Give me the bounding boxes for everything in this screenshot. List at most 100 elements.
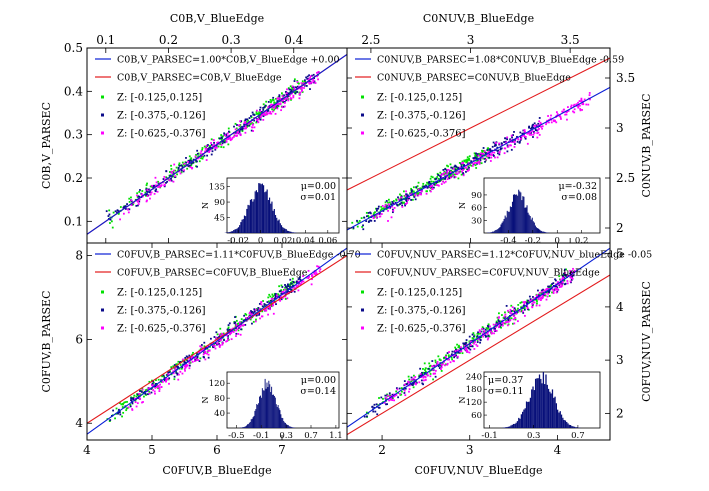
data-point — [539, 121, 542, 124]
data-point — [253, 308, 256, 311]
histogram-bar — [283, 227, 285, 233]
data-point — [434, 372, 437, 375]
data-point — [448, 176, 450, 179]
data-point — [523, 132, 526, 134]
data-point — [483, 149, 486, 152]
data-point — [358, 220, 361, 222]
data-point — [258, 302, 261, 305]
data-point — [488, 330, 491, 332]
data-point — [538, 304, 541, 307]
data-point — [404, 194, 407, 197]
data-point — [546, 295, 549, 298]
data-point — [176, 372, 179, 375]
data-point — [108, 213, 111, 216]
data-point — [117, 212, 120, 215]
data-point — [425, 370, 427, 373]
data-point — [554, 288, 557, 291]
histogram-bar — [292, 232, 295, 233]
data-point — [561, 110, 564, 113]
data-point — [145, 393, 147, 396]
data-point — [462, 167, 465, 170]
histogram-bar — [540, 378, 542, 428]
data-point — [137, 397, 140, 400]
data-point — [485, 331, 488, 334]
data-point — [472, 157, 475, 159]
data-point — [430, 175, 433, 178]
data-point — [434, 364, 437, 367]
data-point — [403, 190, 405, 193]
data-point — [412, 190, 415, 193]
data-point — [454, 168, 457, 171]
histogram-bar — [233, 230, 235, 233]
histogram-bar — [229, 231, 231, 233]
data-point — [252, 312, 255, 314]
data-point — [428, 362, 431, 365]
data-point — [423, 362, 426, 365]
data-point — [128, 208, 131, 211]
data-point — [426, 186, 429, 189]
x-tick-label: 0.1 — [96, 33, 115, 47]
data-point — [263, 106, 266, 109]
data-point — [403, 389, 406, 392]
data-point — [513, 145, 516, 148]
data-point — [165, 377, 167, 380]
data-point — [384, 201, 387, 204]
data-point — [136, 204, 139, 207]
data-point — [199, 156, 201, 158]
histogram-bar — [258, 403, 260, 428]
data-point — [199, 345, 202, 348]
data-point — [188, 364, 191, 367]
data-point — [287, 98, 290, 101]
data-point — [535, 125, 538, 128]
data-point — [410, 383, 413, 386]
data-point — [407, 194, 409, 197]
data-point — [271, 299, 273, 302]
data-point — [222, 342, 224, 344]
data-point — [510, 317, 513, 320]
data-point — [126, 400, 128, 403]
data-point — [195, 153, 197, 156]
data-point — [216, 141, 218, 144]
data-point — [451, 358, 454, 361]
inset-mu-label: μ=0.00 — [301, 181, 336, 192]
data-point — [432, 378, 434, 381]
data-point — [200, 346, 203, 349]
data-point — [464, 348, 467, 351]
histogram-bar — [264, 378, 266, 428]
data-point — [275, 303, 277, 306]
histogram-bar — [555, 403, 558, 428]
histogram-bar — [249, 421, 251, 428]
data-point — [414, 198, 417, 201]
legend-series-label: Z: [-0.375,-0.126] — [377, 111, 466, 122]
data-point — [221, 332, 223, 335]
data-point — [135, 395, 138, 398]
histogram-bar — [286, 424, 288, 428]
data-point — [378, 406, 381, 409]
axes-frame — [346, 242, 611, 441]
data-point — [271, 297, 274, 300]
inset-x-tick-label: 0.3 — [279, 431, 293, 441]
data-point — [177, 166, 180, 169]
histogram-bar — [278, 219, 280, 233]
data-point — [580, 98, 583, 101]
data-point — [423, 372, 426, 374]
data-point — [468, 155, 471, 158]
data-point — [318, 270, 321, 273]
data-point — [262, 115, 265, 118]
data-point — [144, 390, 146, 393]
data-point — [252, 113, 255, 116]
data-point — [196, 353, 198, 356]
data-point — [526, 302, 529, 305]
legend-series-label: Z: [-0.625,-0.376] — [117, 324, 206, 335]
data-point — [231, 136, 234, 139]
data-point — [182, 363, 185, 366]
data-point — [162, 374, 165, 377]
histogram-bar — [253, 199, 255, 233]
data-point — [362, 224, 364, 227]
data-point — [192, 158, 195, 161]
data-point — [263, 308, 266, 311]
data-point — [307, 277, 310, 280]
series-3 — [383, 267, 576, 404]
data-point — [506, 144, 509, 147]
